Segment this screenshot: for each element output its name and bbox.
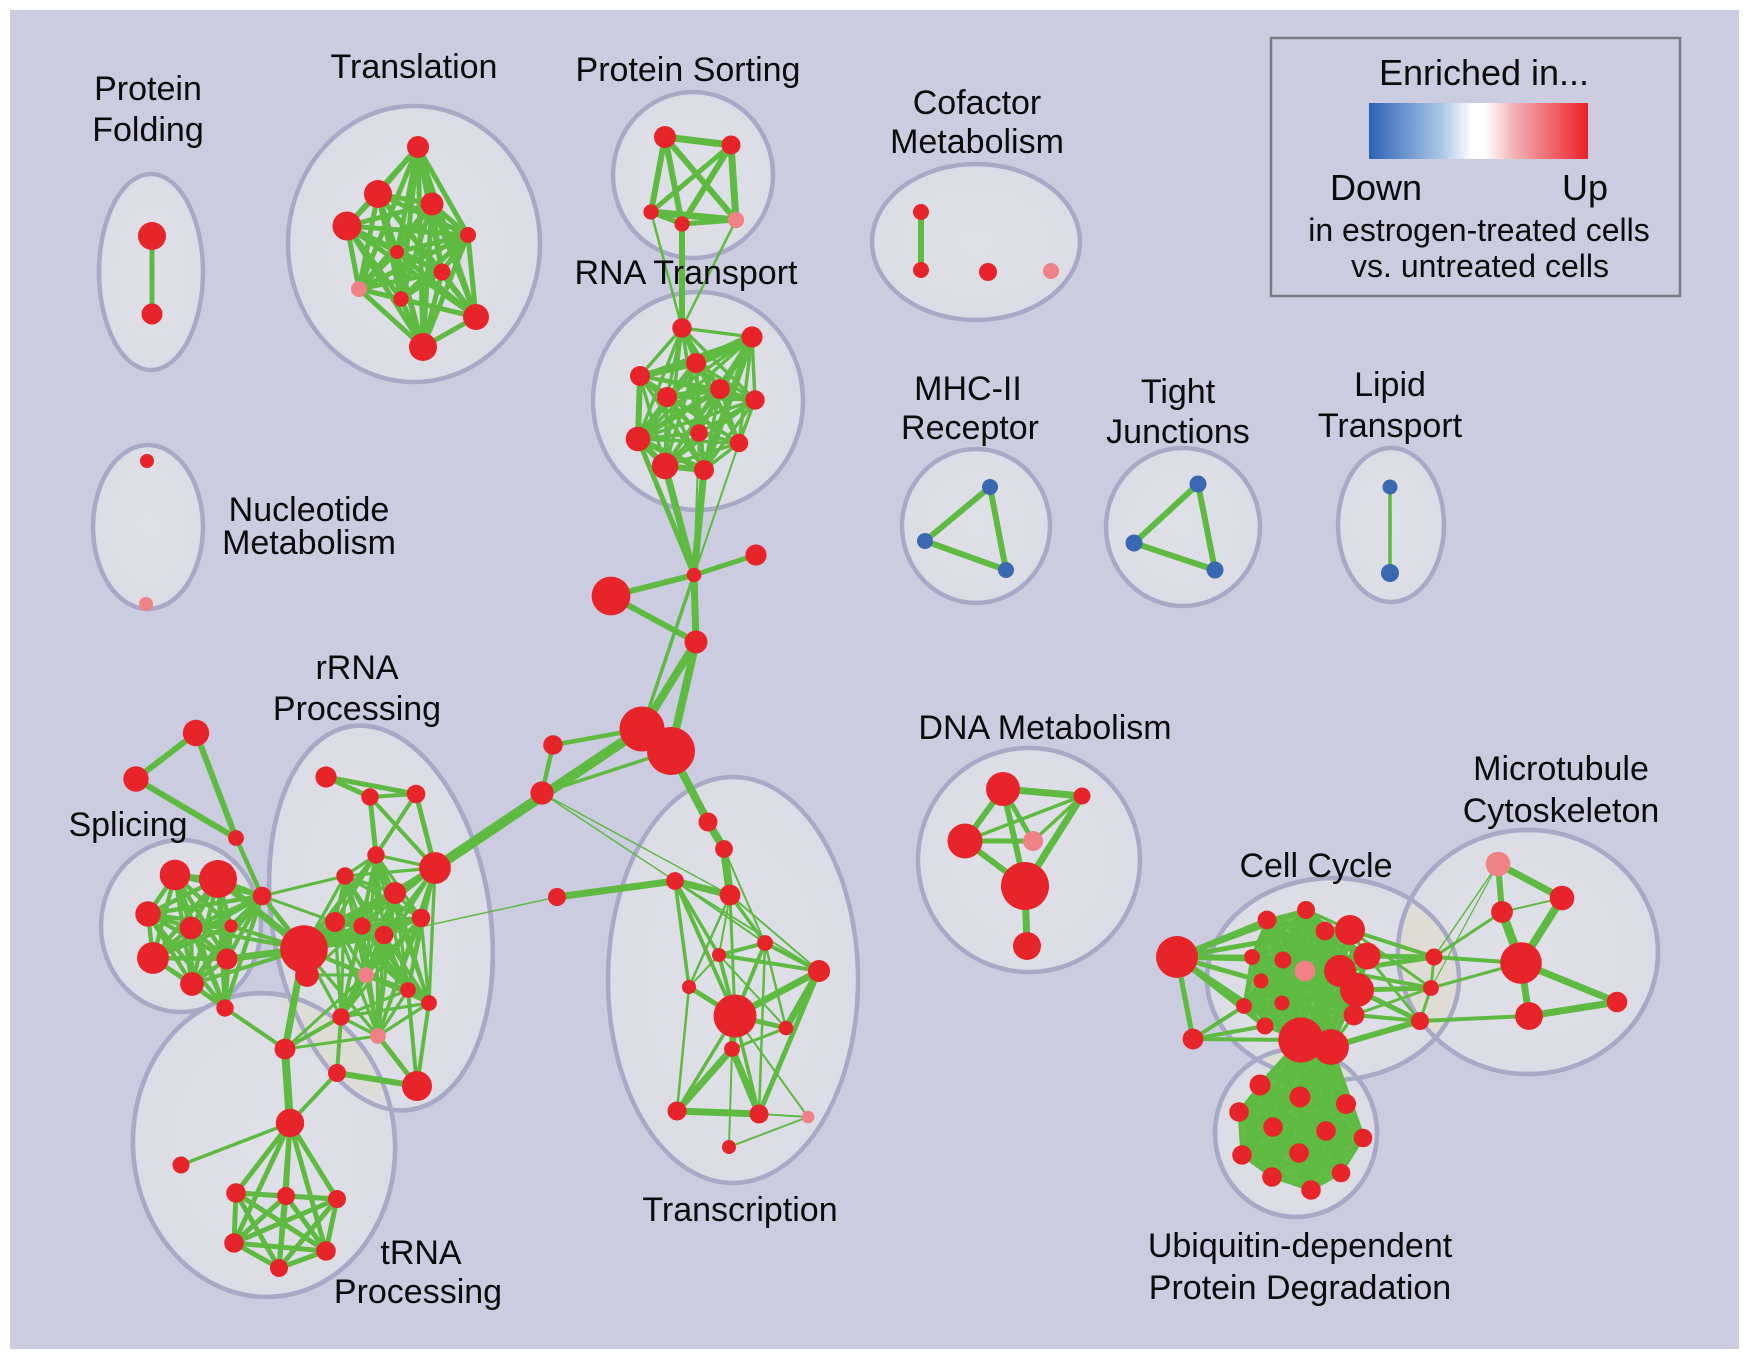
svg-text:DNA Metabolism: DNA Metabolism [918,709,1171,747]
svg-text:Translation: Translation [331,48,498,86]
svg-text:Metabolism: Metabolism [890,123,1064,161]
svg-text:Processing: Processing [273,690,441,728]
svg-text:Protein Sorting: Protein Sorting [576,51,801,89]
svg-text:vs. untreated cells: vs. untreated cells [1351,248,1609,284]
svg-text:Cofactor: Cofactor [913,84,1042,122]
svg-text:Protein Degradation: Protein Degradation [1149,1269,1451,1307]
svg-text:Splicing: Splicing [68,806,187,844]
svg-text:rRNA: rRNA [315,649,398,687]
svg-text:Transcription: Transcription [642,1191,837,1229]
svg-text:Cytoskeleton: Cytoskeleton [1463,792,1660,830]
svg-text:Down: Down [1330,167,1422,208]
svg-text:Cell Cycle: Cell Cycle [1239,847,1392,885]
svg-text:Enriched in...: Enriched in... [1379,52,1589,93]
svg-text:Ubiquitin-dependent: Ubiquitin-dependent [1148,1227,1453,1265]
svg-text:Nucleotide: Nucleotide [229,491,390,529]
svg-text:tRNA: tRNA [380,1234,462,1272]
svg-text:Tight: Tight [1141,373,1216,411]
svg-text:Folding: Folding [92,111,204,149]
svg-text:Receptor: Receptor [901,409,1039,447]
svg-text:Lipid: Lipid [1354,366,1426,404]
svg-text:Microtubule: Microtubule [1473,750,1649,788]
svg-text:MHC-II: MHC-II [914,370,1022,408]
svg-text:RNA Transport: RNA Transport [575,254,799,292]
svg-text:in estrogen-treated cells: in estrogen-treated cells [1308,212,1650,248]
svg-text:Up: Up [1562,167,1608,208]
svg-text:Metabolism: Metabolism [222,524,396,562]
svg-text:Junctions: Junctions [1106,413,1250,451]
svg-text:Transport: Transport [1318,407,1463,445]
svg-text:Processing: Processing [334,1273,502,1311]
svg-text:Protein: Protein [94,70,202,108]
